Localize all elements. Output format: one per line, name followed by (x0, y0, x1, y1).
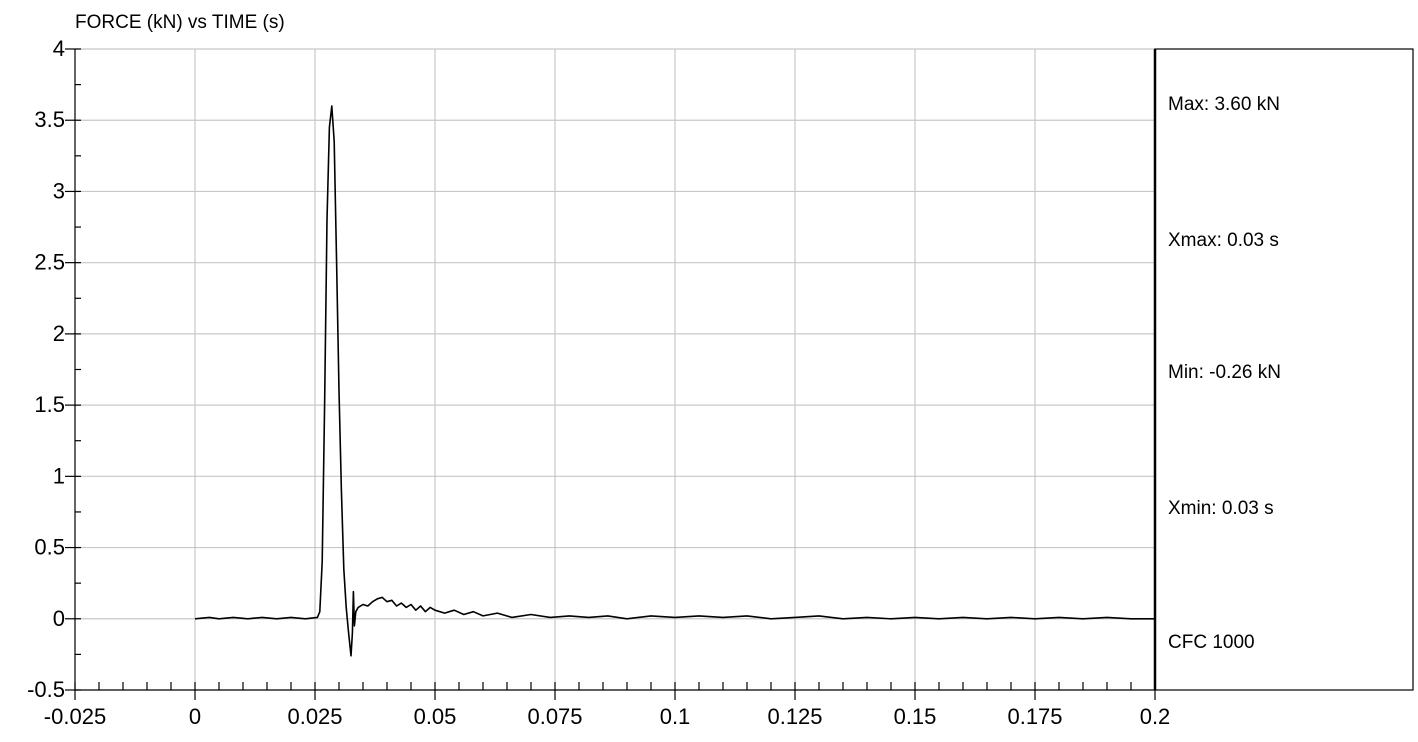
y-tick-label: 1 (53, 463, 65, 488)
force-series-line (194, 105, 1155, 657)
x-axis-tick-labels: -0.025 0 0.025 0.05 0.075 0.1 0.125 0.15 0.175 0.… (44, 704, 1170, 729)
x-tick-label: 0.175 (1007, 704, 1062, 729)
y-tick-label: 3.5 (34, 107, 65, 132)
y-tick-label: -0.5 (27, 677, 65, 702)
x-tick-label: 0.05 (414, 704, 457, 729)
stat-annotation: CFC 1000 (1168, 632, 1255, 653)
x-tick-label: -0.025 (44, 704, 106, 729)
stats-annotations: Max: 3.60 kN Xmax: 0.03 s Min: -0.26 kN Xmi… (1168, 94, 1281, 653)
stats-panel (1153, 48, 1414, 691)
axes (74, 49, 1155, 691)
y-tick-label: 1.5 (34, 392, 65, 417)
y-tick-label: 4 (53, 36, 65, 61)
stat-annotation: Xmax: 0.03 s (1168, 230, 1279, 251)
x-tick-label: 0.1 (660, 704, 691, 729)
stat-annotation: Max: 3.60 kN (1168, 94, 1280, 115)
chart-title: FORCE (kN) vs TIME (s) (75, 12, 285, 33)
minor-ticks (65, 48, 1156, 700)
y-tick-label: 0.5 (34, 535, 65, 560)
grid (75, 48, 1156, 690)
x-tick-label: 0.15 (894, 704, 937, 729)
stat-annotation: Min: -0.26 kN (1168, 362, 1281, 383)
x-tick-label: 0 (189, 704, 201, 729)
y-tick-label: 3 (53, 178, 65, 203)
y-tick-label: 2 (53, 321, 65, 346)
series-group (194, 105, 1155, 657)
x-tick-label: 0.075 (527, 704, 582, 729)
stat-annotation: Xmin: 0.03 s (1168, 498, 1274, 519)
x-tick-label: 0.2 (1140, 704, 1171, 729)
y-tick-label: 2.5 (34, 250, 65, 275)
y-axis-tick-labels: -0.5 0 0.5 1 1.5 2 2.5 3 3.5 4 (27, 36, 65, 702)
x-tick-label: 0.125 (767, 704, 822, 729)
x-tick-label: 0.025 (287, 704, 342, 729)
y-tick-label: 0 (53, 606, 65, 631)
